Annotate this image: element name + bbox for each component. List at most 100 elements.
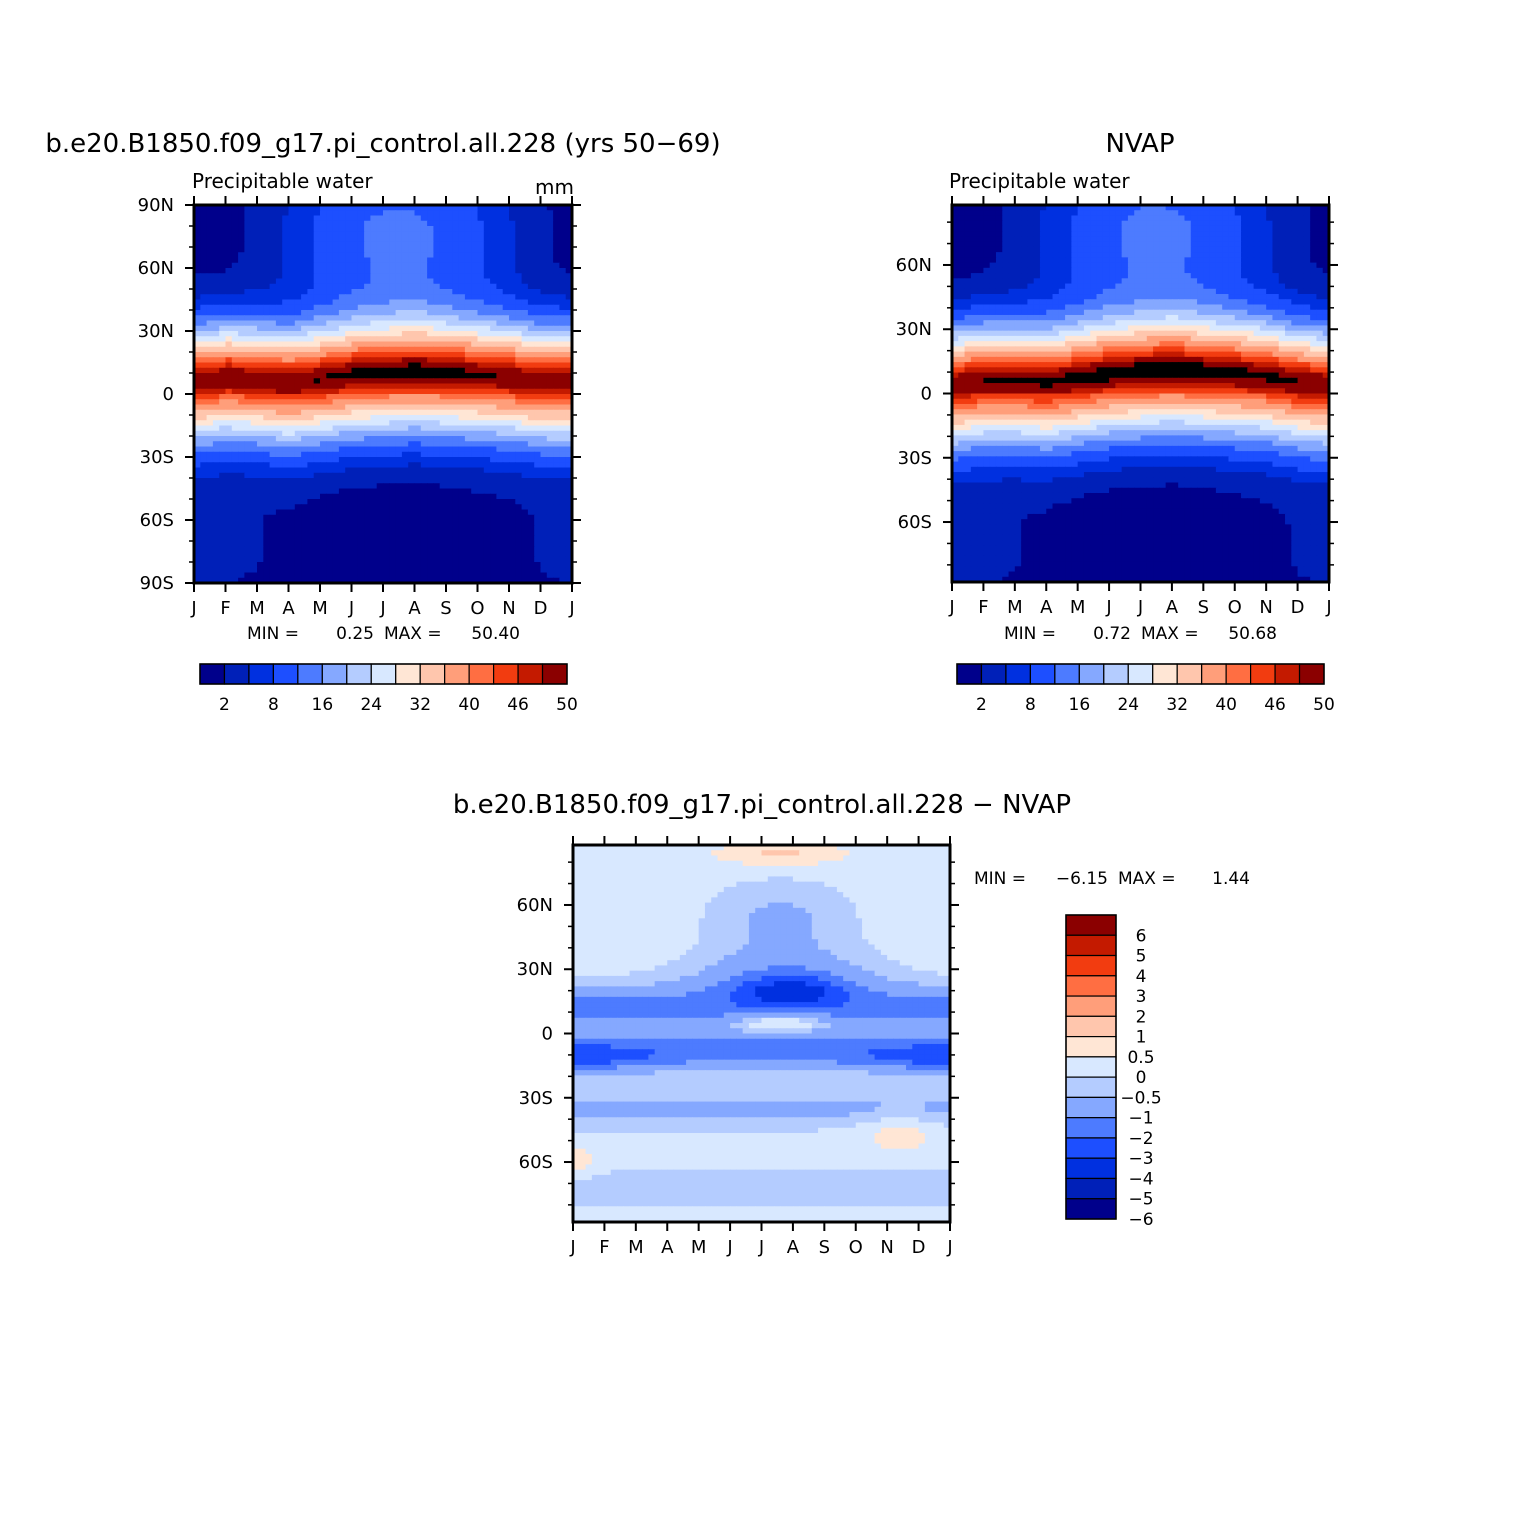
panel-model-cell (471, 257, 479, 264)
panel-model-cell (515, 378, 523, 385)
panel-model-cell (565, 383, 572, 390)
panel-model-cell (458, 467, 466, 474)
panel-nvap-cell (1071, 231, 1079, 238)
panel-model-cell (212, 399, 220, 406)
panel-model-cell (257, 467, 264, 474)
panel-nvap-cell (983, 246, 991, 253)
panel-model-cell (559, 562, 567, 568)
panel-model-cell (565, 483, 572, 490)
panel-model-cell (395, 478, 403, 484)
panel-model-cell (288, 404, 296, 411)
panel-model-cell (244, 409, 252, 416)
panel-model-cell (376, 352, 384, 358)
panel-model-cell (301, 299, 308, 306)
panel-model-cell (477, 457, 485, 463)
panel-model-cell (288, 304, 296, 311)
panel-model-cell (357, 457, 365, 463)
panel-model-cell (219, 436, 227, 442)
panel-model-cell (364, 504, 371, 511)
panel-model-cell (364, 373, 371, 379)
panel-model-cell (496, 535, 504, 542)
panel-model-cell (244, 546, 252, 553)
panel-model-cell (257, 336, 264, 343)
panel-model-cell (231, 273, 239, 280)
panel-model-cell (553, 378, 560, 385)
panel-nvap-cell (1146, 236, 1154, 243)
panel-model-cell (263, 236, 271, 243)
panel-model-cell (521, 530, 529, 537)
panel-model-cell (490, 394, 497, 400)
panel-model-cell (212, 509, 220, 516)
panel-nvap-cell (1014, 205, 1022, 211)
panel-model-cell (471, 493, 479, 500)
panel-nvap-cell (1228, 210, 1236, 217)
panel-model-cell (257, 567, 264, 574)
panel-model-cell (357, 315, 365, 322)
panel-model-cell (515, 462, 523, 469)
panel-model-cell (313, 210, 321, 217)
panel-model-cell (244, 268, 252, 274)
panel-model-cell (326, 373, 334, 379)
panel-model-cell (244, 220, 252, 227)
panel-model-cell (446, 304, 453, 311)
panel-model-cell (439, 430, 447, 437)
panel-model-cell (534, 310, 542, 316)
panel-model-cell (521, 562, 529, 568)
panel-model-cell (212, 451, 220, 458)
panel-model-cell (433, 220, 441, 227)
panel-model-cell (338, 346, 346, 353)
panel-model-cell (509, 215, 516, 222)
panel-model-cell (238, 488, 245, 495)
panel-model-cell (231, 210, 239, 217)
panel-model-cell (534, 205, 542, 211)
panel-model-cell (345, 514, 353, 521)
panel-model-cell (364, 352, 371, 358)
panel-model-cell (231, 341, 239, 348)
panel-model-cell (294, 320, 302, 327)
panel-model-cell (420, 283, 428, 290)
panel-nvap-cell (1046, 236, 1054, 243)
panel-model-cell (565, 247, 572, 253)
panel-model-cell (502, 509, 510, 516)
panel-model-cell (244, 525, 252, 532)
panel-model-cell (452, 430, 460, 437)
panel-model-cell (200, 352, 208, 358)
panel-model-cell (446, 236, 453, 243)
panel-model-cell (527, 220, 535, 227)
panel-model-cell (471, 399, 479, 406)
panel-model-cell (282, 551, 290, 558)
panel-model-cell (294, 357, 302, 364)
panel-model-cell (206, 551, 214, 558)
panel-model-cell (351, 383, 359, 390)
panel-model-cell (206, 499, 214, 505)
panel-model-cell (420, 226, 428, 232)
panel-model-cell (509, 436, 516, 442)
panel-nvap-cell (964, 210, 972, 217)
panel-nvap-cell (1083, 220, 1091, 227)
panel-model-cell (452, 467, 460, 474)
panel-model-cell (433, 262, 441, 269)
panel-model-cell (490, 504, 497, 511)
panel-model-cell (408, 404, 416, 411)
panel-model-cell (357, 399, 365, 406)
panel-model-cell (414, 577, 422, 583)
panel-model-cell (238, 273, 245, 280)
panel-model-cell (534, 289, 542, 295)
panel-model-cell (212, 441, 220, 448)
panel-model-cell (427, 499, 434, 505)
panel-model-cell (326, 257, 334, 264)
panel-model-cell (301, 499, 308, 505)
panel-nvap-cell (1046, 210, 1054, 217)
panel-model-cell (238, 556, 245, 563)
panel-model-cell (370, 546, 378, 553)
panel-model-cell (464, 467, 472, 474)
panel-model-cell (401, 483, 409, 490)
panel-nvap-cell (1115, 205, 1123, 211)
panel-model-cell (257, 352, 264, 358)
panel-model-cell (231, 404, 239, 411)
panel-model-cell (383, 488, 390, 495)
panel-model-cell (420, 546, 428, 553)
panel-model-cell (194, 341, 201, 348)
panel-model-cell (345, 341, 353, 348)
panel-model-cell (559, 525, 567, 532)
